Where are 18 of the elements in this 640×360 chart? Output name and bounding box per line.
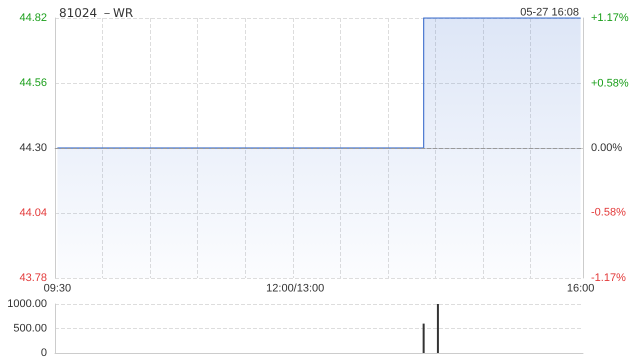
- y3-tick-label: 0: [40, 347, 47, 359]
- y3-tick-label: 1000.00: [7, 298, 47, 310]
- y-tick-label: 44.04: [19, 207, 47, 219]
- chart-title: 81024 －WR: [59, 6, 134, 20]
- annotation: 05-27 16:08: [520, 6, 579, 18]
- y2-tick-label: +1.17%: [591, 12, 629, 24]
- x-tick-label: 12:00/13:00: [266, 282, 324, 294]
- x-tick-label: 16:00: [566, 282, 594, 294]
- y2-tick-label: -1.17%: [591, 272, 626, 284]
- x-tick-label: 09:30: [44, 282, 72, 294]
- y-tick-label: 44.56: [19, 77, 47, 89]
- y3-tick-label: 500.00: [13, 322, 47, 334]
- y2-tick-label: 0.00%: [591, 142, 622, 154]
- y-tick-label: 44.82: [19, 12, 47, 24]
- y-tick-label: 44.30: [19, 142, 47, 154]
- y-tick-label: 43.78: [19, 272, 47, 284]
- y2-tick-label: +0.58%: [591, 78, 629, 90]
- y2-tick-label: -0.58%: [591, 206, 626, 218]
